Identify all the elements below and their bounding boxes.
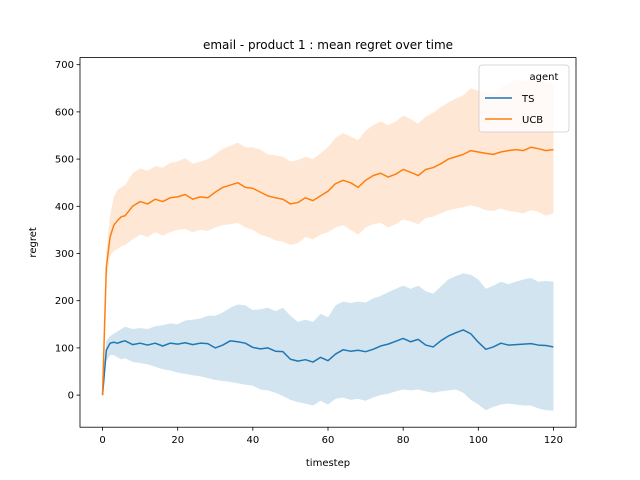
chart-title: email - product 1 : mean regret over tim…: [203, 38, 453, 52]
legend: agent TS UCB: [478, 64, 570, 133]
series-lines: [101, 146, 554, 396]
confidence-band-ts: [102, 273, 554, 411]
x-tick-label: 120: [544, 435, 563, 446]
legend-label-ts: TS: [521, 94, 534, 105]
y-axis: 0 100 200 300 400 500 600 700: [55, 60, 80, 402]
x-tick-label: 40: [246, 435, 259, 446]
y-axis-label: regret: [28, 227, 39, 257]
series-line-ucb: [101, 146, 554, 396]
legend-box: [478, 64, 570, 133]
series-line-ts: [101, 329, 554, 396]
confidence-band-ucb: [102, 78, 554, 396]
x-tick-label: 80: [397, 435, 410, 446]
x-tick-label: 100: [469, 435, 488, 446]
y-tick-label: 700: [55, 60, 74, 71]
x-axis: 0 20 40 60 80 100 120: [99, 427, 563, 446]
legend-title: agent: [530, 72, 559, 83]
legend-label-ucb: UCB: [522, 115, 543, 126]
y-tick-label: 0: [68, 391, 74, 402]
y-tick-label: 200: [55, 296, 74, 307]
y-tick-label: 600: [55, 107, 74, 118]
x-tick-label: 20: [171, 435, 184, 446]
x-tick-label: 60: [322, 435, 335, 446]
y-tick-label: 300: [55, 249, 74, 260]
x-tick-label: 0: [99, 435, 105, 446]
y-tick-label: 400: [55, 202, 74, 213]
x-axis-label: timestep: [306, 458, 350, 469]
confidence-bands: [102, 78, 554, 411]
y-tick-label: 500: [55, 155, 74, 166]
y-tick-label: 100: [55, 343, 74, 354]
